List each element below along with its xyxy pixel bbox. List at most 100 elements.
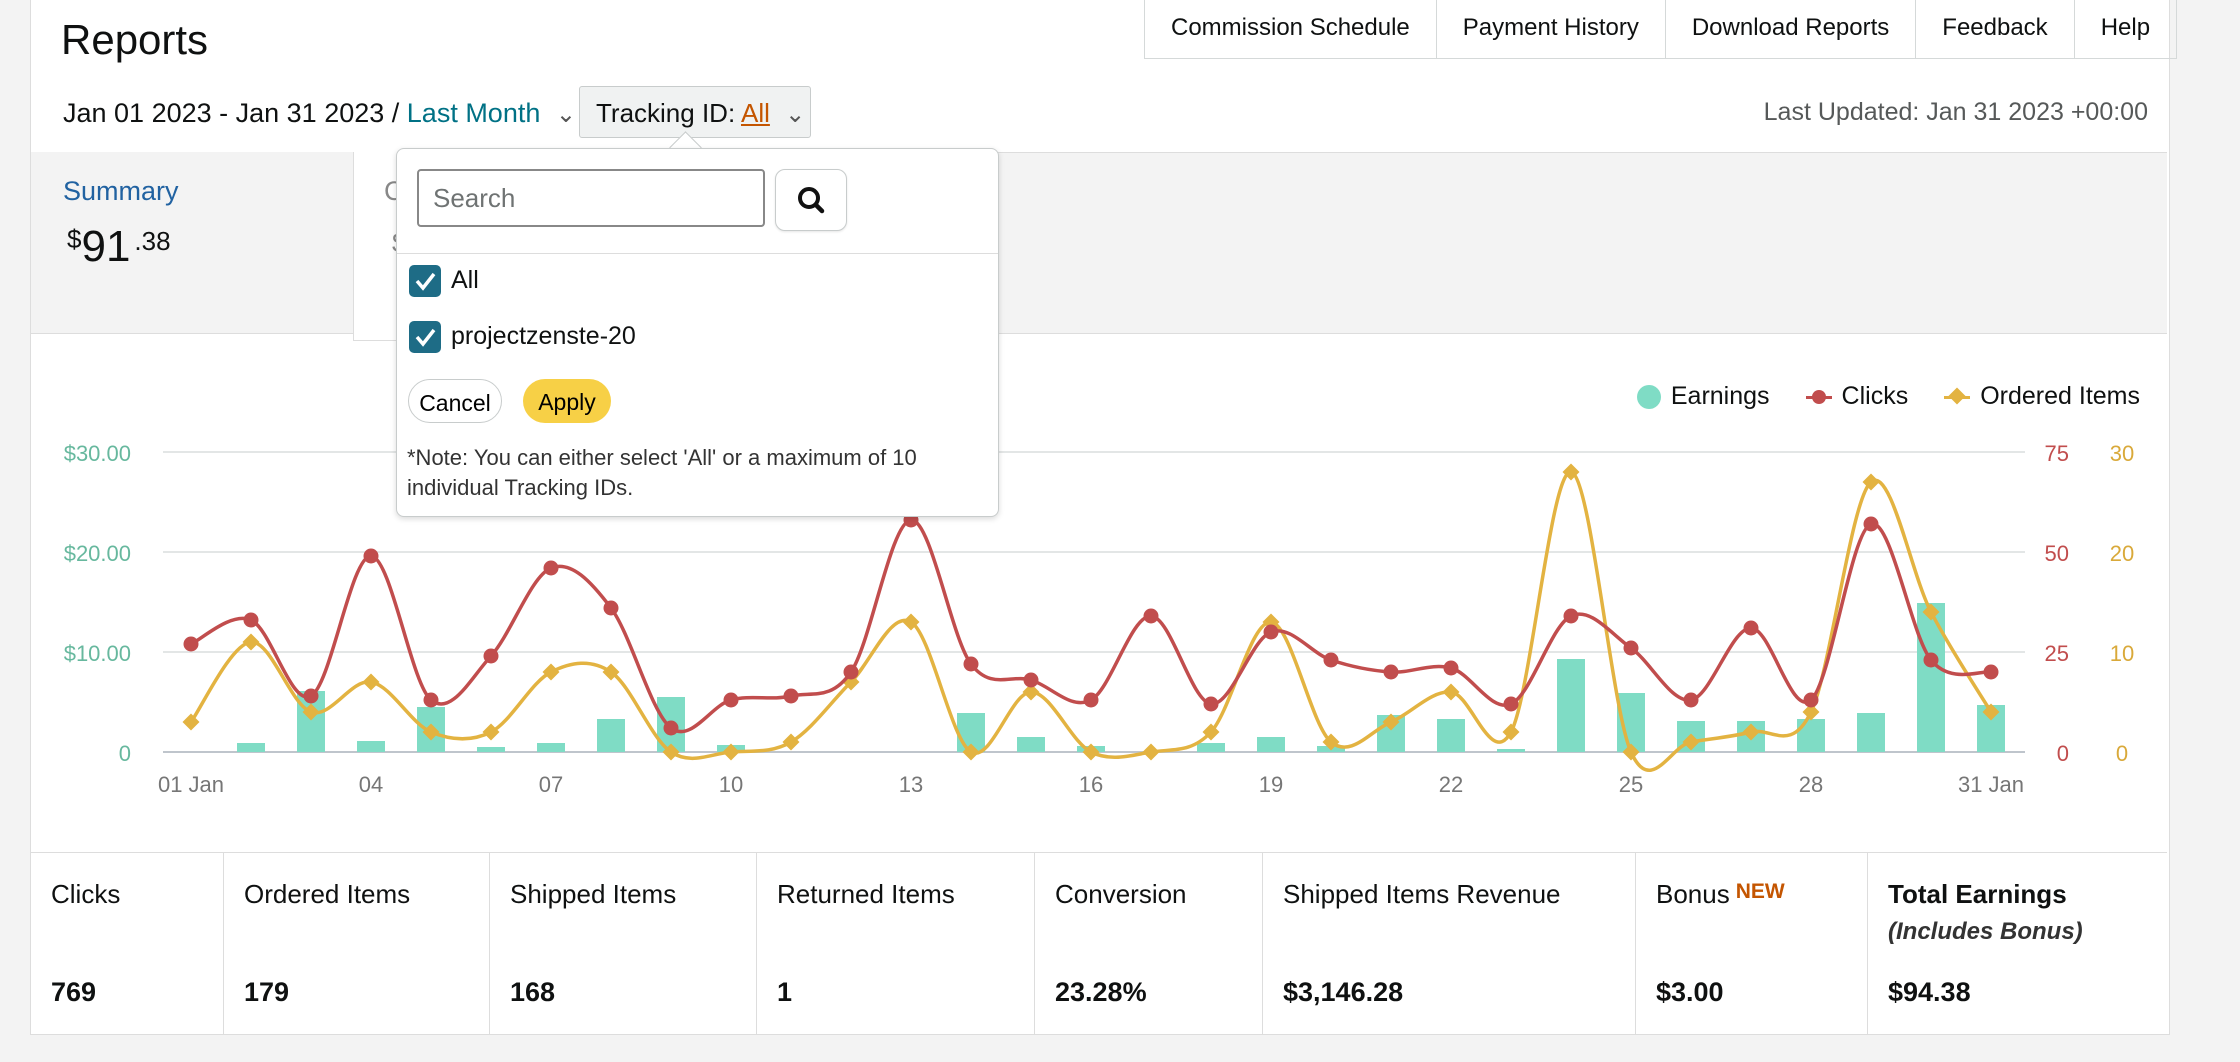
ordered-axis-tick: 10 [2110,641,2134,666]
ordered-items-point [422,723,440,741]
earnings-bar [1857,713,1885,752]
ordered-items-point [1802,703,1820,721]
stat-sublabel: (Includes Bonus) [1888,918,2083,945]
nav-feedback[interactable]: Feedback [1915,0,2073,58]
ordered-items-point [602,663,620,681]
tracking-id-dropdown[interactable]: Tracking ID: All ⌄ [579,86,811,138]
ordered-items-point [182,713,200,731]
earnings-bar [1017,737,1045,752]
search-button[interactable] [775,169,847,231]
clicks-point [963,656,979,672]
left-axis-tick: $30.00 [64,441,131,466]
date-range-text: Jan 01 2023 - Jan 31 2023 / [63,98,400,128]
ordered-items-point [1742,723,1760,741]
ordered-items-point [1382,713,1400,731]
left-axis-tick: $20.00 [64,541,131,566]
earnings-bar [1197,743,1225,752]
x-axis-tick: 10 [719,772,743,797]
legend-clicks[interactable]: Clicks [1805,382,1908,411]
cancel-button[interactable]: Cancel [408,379,502,423]
date-range-selector[interactable]: Jan 01 2023 - Jan 31 2023 / Last Month ⌄ [63,98,576,129]
chevron-down-icon[interactable]: ⌄ [785,101,806,128]
clicks-point [1263,624,1279,640]
legend-ordered-items[interactable]: Ordered Items [1944,382,2140,411]
clicks-point [723,692,739,708]
stats-row: Clicks 769 Ordered Items 179 Shipped Items… [31,852,2167,1035]
ordered-axis-tick: 0 [2116,741,2128,766]
ordered-items-point [1502,723,1520,741]
ordered-items-point [782,733,800,751]
nav-payment-history[interactable]: Payment History [1435,0,1665,58]
clicks-point [303,688,319,704]
summary-card[interactable] [31,152,353,333]
clicks-point [1203,696,1219,712]
clicks-point [1623,640,1639,656]
legend-earnings[interactable]: Earnings [1636,382,1770,411]
divider [397,253,998,254]
legend-earnings-label: Earnings [1670,382,1770,410]
nav-commission-schedule[interactable]: Commission Schedule [1171,14,1410,41]
stat-clicks: Clicks 769 [31,853,224,1035]
search-input[interactable] [417,169,765,227]
top-nav: Commission Schedule Payment History Down… [1144,0,2178,59]
clicks-axis-tick: 50 [2045,541,2069,566]
last-updated: Last Updated: Jan 31 2023 +00:00 [1763,98,2148,126]
clicks-point [483,648,499,664]
left-axis-tick: $10.00 [64,641,131,666]
stat-value: 1 [777,977,793,1007]
stat-label: Clicks [51,879,121,909]
stat-ordered-items: Ordered Items 179 [224,853,490,1035]
earnings-bar [1497,749,1525,752]
chart-lines [182,463,2000,772]
clicks-axis-tick: 75 [2045,441,2069,466]
ordered-items-point [482,723,500,741]
earnings-bar [1917,603,1945,752]
earnings-dot-icon [1636,384,1661,409]
x-axis-tick: 22 [1439,772,1463,797]
clicks-point [603,600,619,616]
ordered-axis-tick: 20 [2110,541,2134,566]
date-preset-link[interactable]: Last Month [406,98,541,128]
ordered-items-point [1922,603,1940,621]
check-icon [415,328,436,347]
nav-download-reports[interactable]: Download Reports [1664,0,1915,58]
clicks-point [1563,608,1579,624]
earnings-bar [357,741,385,752]
option-tracking-id-label[interactable]: projectzenste-20 [451,322,636,350]
stat-conversion: Conversion 23.28% [1035,853,1263,1035]
summary-label[interactable]: Summary [63,176,179,206]
clicks-point [1863,516,1879,532]
option-all-label[interactable]: All [451,266,479,294]
chevron-down-icon[interactable]: ⌄ [555,101,576,128]
clicks-point [243,612,259,628]
stat-label: Conversion [1055,879,1187,909]
ordered-items-point [722,743,740,761]
checkbox-all[interactable] [409,265,441,297]
earnings-bar [477,747,505,752]
ordered-items-point [362,673,380,691]
earnings-bar [237,743,265,752]
x-axis-tick: 01 Jan [158,772,224,797]
stat-label: Returned Items [777,879,955,909]
clicks-point [1683,692,1699,708]
nav-help[interactable]: Help [2073,0,2176,58]
x-axis-tick: 31 Jan [1958,772,2024,797]
stat-value: 769 [51,977,97,1007]
stat-label: Bonus [1656,879,1730,909]
summary-cents: .38 [134,226,171,256]
summary-whole: 91 [81,222,131,271]
ordered-items-point [1682,733,1700,751]
summary-value: $91.38 [67,222,171,272]
stat-value: $3.00 [1656,977,1724,1007]
tracking-id-value[interactable]: All [740,98,770,128]
x-axis-tick: 19 [1259,772,1283,797]
ordered-items-point [1622,743,1640,761]
clicks-point [663,720,679,736]
checkbox-projectzenste-20[interactable] [409,321,441,353]
apply-button[interactable]: Apply [523,379,611,423]
clicks-axis-tick: 25 [2045,641,2069,666]
stat-label: Total Earnings [1888,879,2067,909]
ordered-items-point [962,743,980,761]
stat-bonus: Bonus NEW $3.00 [1636,853,1868,1035]
